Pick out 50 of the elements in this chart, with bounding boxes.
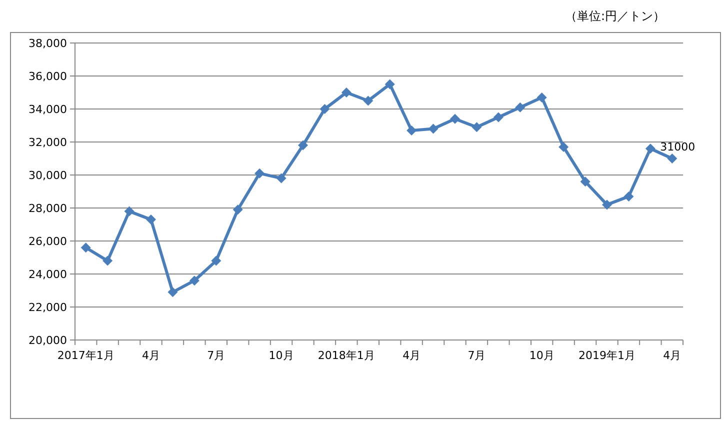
point — [667, 154, 678, 164]
data-label: 31000 — [660, 140, 696, 154]
point — [363, 96, 374, 106]
y-tick-label: 30,000 — [28, 169, 67, 182]
y-tick-label: 24,000 — [28, 268, 67, 281]
point — [472, 122, 482, 132]
point — [298, 140, 308, 150]
point — [515, 102, 526, 112]
point — [276, 173, 286, 184]
point — [254, 168, 265, 178]
x-tick-label: 2019年1月 — [578, 349, 636, 362]
y-tick-label: 22,000 — [28, 301, 67, 314]
y-tick-label: 36,000 — [28, 70, 67, 83]
point — [406, 125, 417, 136]
point — [536, 92, 547, 102]
point — [580, 176, 590, 187]
point — [211, 256, 222, 266]
point — [102, 256, 113, 266]
point — [320, 104, 330, 114]
point — [189, 276, 200, 286]
point — [384, 79, 395, 90]
point — [341, 88, 352, 98]
x-tick-label: 10月 — [529, 349, 554, 362]
text: （単位:円／トン） — [564, 9, 665, 23]
x-tick-label: 2018年1月 — [318, 349, 375, 362]
point — [80, 242, 91, 253]
y-tick-label: 28,000 — [28, 202, 67, 215]
y-tick-label: 34,000 — [28, 103, 67, 116]
point — [428, 124, 438, 134]
point — [645, 144, 656, 154]
x-tick-label: 7月 — [468, 349, 486, 362]
point — [232, 204, 243, 215]
point — [450, 114, 460, 124]
point — [624, 191, 634, 202]
y-tick-label: 32,000 — [28, 136, 67, 149]
y-tick-label: 26,000 — [28, 235, 67, 248]
x-tick-label: 7月 — [207, 349, 226, 362]
x-tick-label: 2017年1月 — [57, 349, 114, 362]
point — [493, 112, 504, 122]
point — [124, 206, 134, 216]
point — [168, 287, 178, 298]
point — [602, 200, 612, 210]
y-tick-label: 20,000 — [28, 334, 67, 347]
point — [558, 142, 569, 152]
y-tick-label: 38,000 — [28, 37, 67, 50]
x-tick-label: 4月 — [142, 349, 160, 362]
x-tick-label: 4月 — [663, 349, 682, 362]
x-tick-label: 10月 — [268, 349, 294, 362]
point — [146, 214, 156, 225]
x-tick-label: 4月 — [402, 349, 421, 362]
